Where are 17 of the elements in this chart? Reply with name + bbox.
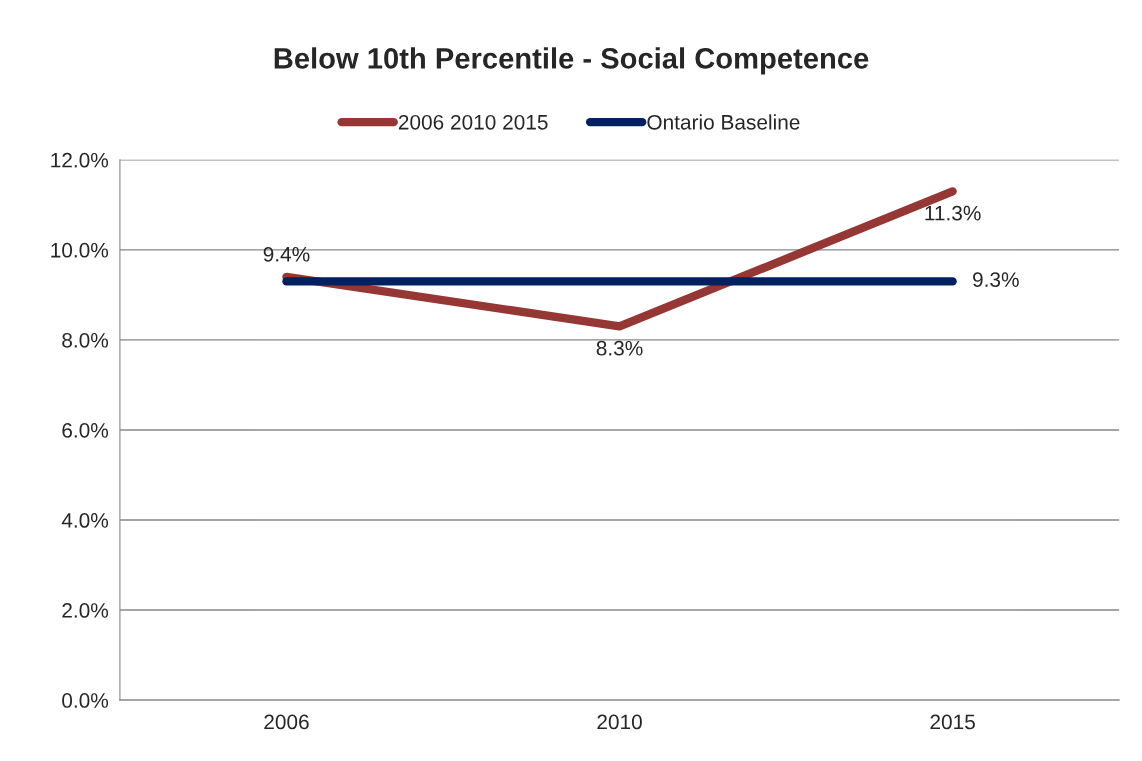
- y-tick-label: 2.0%: [62, 603, 109, 618]
- x-tick-label: 2006: [264, 714, 309, 730]
- y-tick-label: 4.0%: [61, 513, 109, 528]
- data-label: 11.3%: [925, 205, 981, 221]
- chart-title: Below 10th Percentile - Social Competence: [274, 47, 869, 75]
- y-tick-label: 10.0%: [51, 242, 109, 258]
- legend-label: 2006 2010 2015: [398, 114, 548, 130]
- y-tick-label: 12.0%: [51, 152, 109, 168]
- y-tick-label: 0.0%: [62, 693, 109, 708]
- legend-label: Ontario Baseline: [647, 114, 800, 130]
- x-tick-label: 2015: [930, 714, 975, 730]
- data-label: 9.4%: [263, 246, 310, 262]
- y-tick-label: 6.0%: [62, 422, 109, 438]
- data-label: 8.3%: [596, 340, 643, 356]
- data-label: 9.3%: [973, 272, 1019, 287]
- y-tick-label: 8.0%: [62, 332, 109, 348]
- x-tick-label: 2010: [597, 714, 642, 730]
